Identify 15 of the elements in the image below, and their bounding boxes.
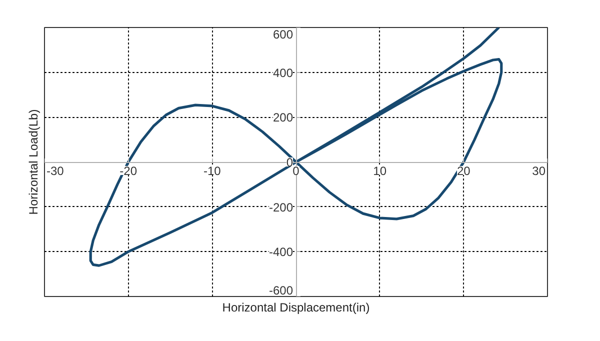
y-tick-label: -600	[268, 284, 294, 298]
y-tick-label: -200	[268, 200, 294, 214]
x-tick-label: 20	[456, 164, 471, 178]
y-axis-title: Horizontal Load(Lb)	[26, 109, 40, 215]
x-tick-label: -10	[203, 164, 222, 178]
y-tick-label: 0	[286, 156, 294, 170]
y-tick-label: 400	[272, 66, 294, 80]
y-tick-label: 200	[272, 110, 294, 125]
y-tick-label: -400	[268, 245, 294, 260]
x-tick-label: -30	[46, 164, 64, 178]
x-tick-label: 30	[532, 164, 546, 178]
x-tick-label: 10	[373, 164, 387, 178]
x-axis-title: Horizontal Displacement(in)	[222, 300, 370, 314]
x-tick-label: -20	[120, 164, 138, 178]
y-tick-label: 600	[272, 28, 294, 42]
